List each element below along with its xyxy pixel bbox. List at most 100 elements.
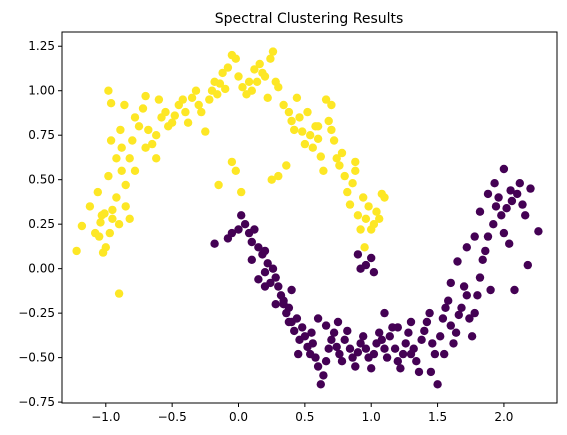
data-point — [114, 220, 124, 229]
data-point — [128, 136, 137, 145]
data-point — [191, 86, 201, 95]
data-point — [414, 367, 424, 377]
data-point — [117, 143, 126, 152]
data-point — [348, 353, 357, 362]
data-point — [380, 344, 389, 353]
data-point — [426, 367, 436, 377]
data-point — [398, 349, 408, 359]
data-point — [359, 193, 368, 202]
data-point — [294, 349, 303, 359]
data-point — [295, 113, 304, 122]
x-tick-label: 0.5 — [295, 410, 314, 424]
data-point — [332, 342, 341, 352]
data-point — [130, 166, 140, 175]
data-point — [181, 107, 190, 117]
data-point — [343, 187, 352, 197]
data-point — [244, 77, 254, 87]
data-point — [227, 228, 237, 238]
data-point — [343, 326, 352, 336]
data-point — [298, 127, 307, 136]
data-point — [266, 54, 275, 63]
data-point — [287, 285, 296, 295]
data-point — [521, 211, 530, 220]
data-point — [250, 65, 259, 74]
data-point — [284, 317, 294, 327]
data-point — [406, 349, 416, 359]
data-point — [440, 349, 449, 359]
data-point — [438, 314, 448, 323]
data-point — [332, 154, 341, 163]
data-point — [494, 193, 503, 202]
y-tick-label: 1.25 — [28, 39, 55, 53]
data-point — [313, 122, 323, 131]
data-point — [329, 136, 339, 145]
data-point — [263, 93, 272, 103]
y-tick-label: 0.75 — [28, 128, 55, 142]
data-point — [234, 225, 243, 234]
data-point — [210, 239, 219, 248]
data-point — [271, 300, 280, 309]
data-point — [250, 225, 259, 234]
data-point — [260, 282, 270, 291]
data-point — [481, 246, 490, 256]
data-point — [382, 353, 392, 362]
data-point — [187, 93, 197, 103]
data-point — [457, 303, 466, 312]
data-point — [287, 116, 296, 126]
data-point — [100, 209, 109, 218]
data-point — [446, 278, 455, 288]
data-point — [254, 275, 263, 284]
x-tick-label: −1.0 — [91, 410, 120, 424]
data-point — [213, 90, 222, 99]
data-point — [483, 232, 493, 241]
data-point — [459, 282, 469, 291]
data-point — [178, 95, 187, 104]
data-point — [268, 264, 278, 273]
points-layer — [72, 47, 543, 389]
data-point — [351, 157, 360, 167]
data-point — [462, 243, 471, 252]
data-point — [141, 143, 150, 152]
data-point — [345, 200, 355, 209]
data-point — [308, 143, 317, 152]
data-point — [307, 328, 316, 337]
data-point — [515, 179, 524, 188]
data-point — [385, 332, 394, 341]
data-point — [218, 68, 227, 78]
data-point — [446, 321, 455, 330]
data-point — [300, 332, 310, 341]
data-point — [231, 54, 240, 63]
data-point — [96, 218, 105, 227]
data-point — [72, 246, 81, 256]
data-point — [473, 291, 482, 300]
data-point — [490, 179, 499, 188]
data-point — [327, 335, 336, 344]
data-point — [401, 339, 410, 348]
data-point — [319, 371, 328, 380]
data-point — [475, 207, 485, 216]
y-axis: −0.75 −0.50 −0.25 0.00 0.25 0.50 0.75 1.00 1.25 — [18, 39, 62, 409]
data-point — [513, 189, 522, 199]
data-point — [321, 321, 331, 330]
data-point — [369, 268, 379, 277]
data-point — [117, 166, 126, 175]
data-point — [170, 111, 179, 120]
data-point — [231, 166, 240, 175]
data-point — [167, 118, 177, 127]
data-point — [121, 180, 130, 190]
data-point — [260, 268, 270, 277]
data-point — [247, 237, 256, 247]
data-point — [361, 214, 371, 223]
data-point — [369, 349, 379, 359]
data-point — [470, 308, 479, 318]
data-point — [372, 207, 381, 216]
data-point — [125, 154, 134, 163]
data-point — [303, 107, 312, 117]
data-point — [380, 193, 389, 202]
data-point — [152, 154, 161, 163]
data-point — [106, 99, 116, 108]
data-point — [499, 228, 509, 238]
data-point — [215, 79, 225, 88]
data-point — [337, 148, 347, 158]
